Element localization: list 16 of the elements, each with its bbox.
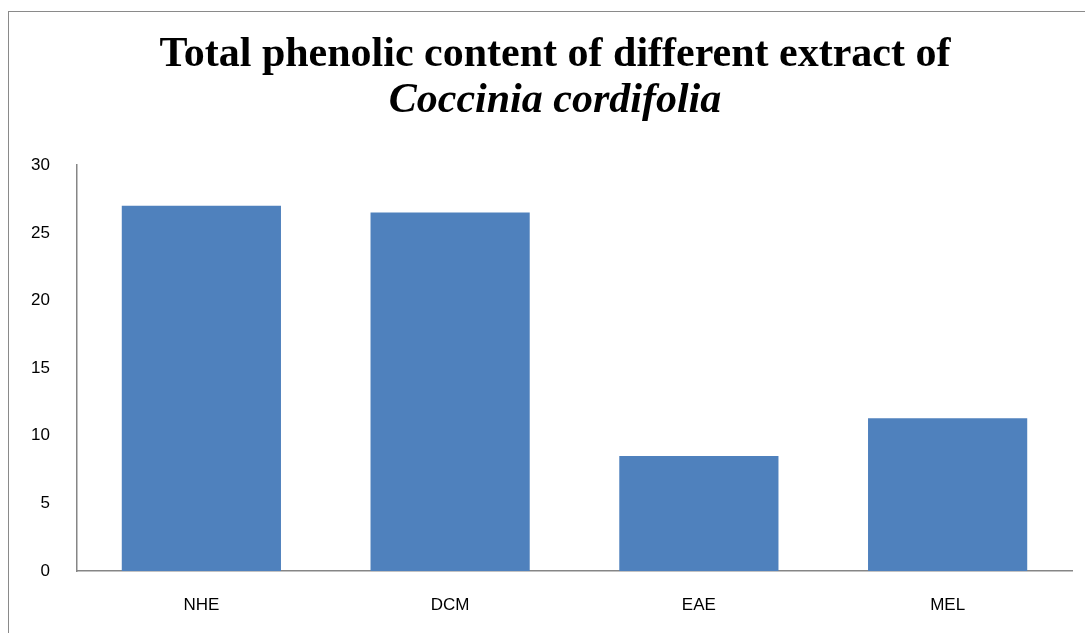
bar [619,456,779,571]
y-tick-label: 5 [40,493,50,513]
bar [868,418,1028,571]
x-tick-label: MEL [930,594,966,614]
y-tick-label: 15 [31,357,50,377]
x-tick-label: DCM [430,594,470,614]
bar [370,212,530,571]
y-tick-label: 20 [31,290,50,310]
y-tick-label: 0 [40,560,50,580]
y-tick-label: 30 [31,154,50,174]
y-tick-label: 25 [31,222,50,242]
bar [121,205,281,571]
chart-title: Total phenolic content of different extract of Coccinia cordifolia [158,29,952,121]
x-tick-label: NHE [183,594,220,614]
y-tick-label: 10 [31,425,50,445]
x-tick-label: EAE [681,594,716,614]
